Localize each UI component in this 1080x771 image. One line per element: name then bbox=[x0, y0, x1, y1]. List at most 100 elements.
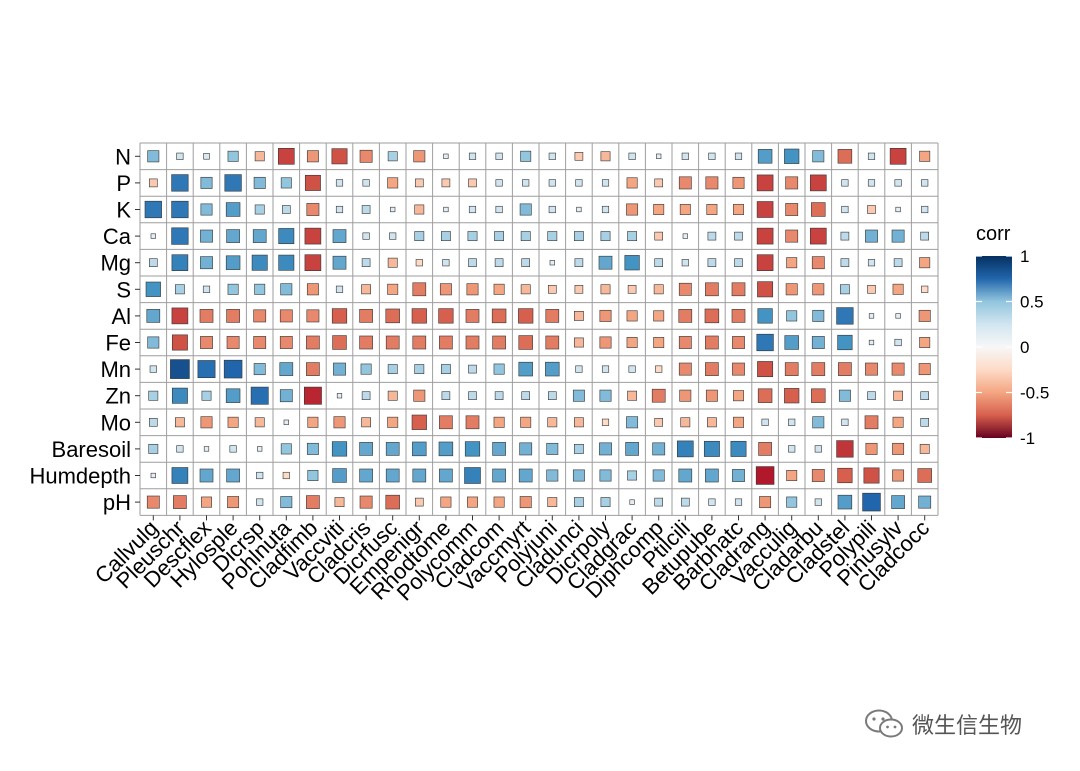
heatmap-cell bbox=[254, 151, 265, 162]
heatmap-cell bbox=[519, 203, 532, 216]
heatmap-cell bbox=[149, 258, 158, 267]
heatmap-cell bbox=[626, 337, 638, 348]
heatmap-cell bbox=[385, 335, 400, 350]
heatmap-cell bbox=[867, 179, 876, 187]
heatmap-cell bbox=[917, 468, 932, 483]
heatmap-cell bbox=[200, 229, 213, 243]
heatmap-cell bbox=[757, 308, 773, 324]
heatmap-cell bbox=[304, 254, 322, 271]
heatmap-cell bbox=[442, 259, 450, 267]
heatmap-cell bbox=[734, 258, 743, 267]
heatmap-cell bbox=[173, 495, 187, 509]
heatmap-cell bbox=[867, 152, 876, 160]
y-tick-label: pH bbox=[103, 490, 131, 515]
heatmap-cell bbox=[520, 416, 532, 428]
heatmap-cell bbox=[413, 389, 426, 402]
heatmap-cell bbox=[412, 441, 427, 457]
heatmap-cell bbox=[493, 496, 505, 508]
heatmap-cell bbox=[280, 177, 292, 189]
heatmap-cell bbox=[785, 283, 798, 296]
heatmap-cell bbox=[681, 259, 689, 267]
heatmap-cell bbox=[678, 336, 692, 349]
heatmap-cell bbox=[811, 256, 825, 270]
heatmap-cell bbox=[573, 310, 584, 321]
heatmap-cell bbox=[171, 334, 188, 351]
heatmap-cell bbox=[624, 255, 640, 271]
heatmap-cell bbox=[654, 497, 663, 507]
heatmap-cell bbox=[521, 258, 530, 267]
heatmap-cell bbox=[443, 206, 449, 213]
heatmap-cell bbox=[387, 390, 398, 401]
heatmap-cell bbox=[203, 446, 210, 452]
heatmap-cell bbox=[655, 365, 663, 373]
heatmap-cell bbox=[705, 335, 719, 350]
heatmap-cell bbox=[491, 308, 507, 324]
heatmap-cell bbox=[784, 362, 799, 376]
heatmap-cell bbox=[598, 255, 613, 270]
heatmap-cell bbox=[892, 469, 905, 482]
heatmap-cell bbox=[387, 151, 398, 162]
heatmap-cell bbox=[678, 176, 692, 190]
heatmap-cell bbox=[335, 285, 344, 293]
heatmap-cell bbox=[681, 497, 690, 507]
heatmap-cell bbox=[732, 362, 745, 376]
heatmap-cell bbox=[653, 337, 665, 348]
heatmap-cell bbox=[227, 416, 239, 428]
heatmap-cell bbox=[893, 390, 904, 401]
heatmap-cell bbox=[171, 467, 189, 484]
heatmap-cell bbox=[548, 205, 556, 214]
heatmap-cell bbox=[387, 416, 399, 428]
heatmap-cell bbox=[573, 443, 584, 454]
heatmap-cell bbox=[229, 445, 237, 453]
heatmap-cell bbox=[360, 363, 372, 375]
legend-tick-label: -1 bbox=[1020, 429, 1035, 448]
heatmap-cell bbox=[678, 282, 692, 296]
heatmap-cell bbox=[919, 443, 930, 454]
heatmap-cell bbox=[335, 179, 344, 187]
heatmap-cell bbox=[756, 174, 774, 192]
heatmap-cell bbox=[548, 285, 557, 294]
heatmap-cell bbox=[921, 179, 929, 187]
heatmap-cell bbox=[654, 258, 663, 267]
heatmap-cell bbox=[576, 206, 582, 213]
heatmap-cell bbox=[199, 309, 214, 323]
heatmap-cell bbox=[465, 415, 480, 430]
heatmap-cell bbox=[279, 362, 294, 376]
heatmap-cell bbox=[225, 202, 241, 217]
heatmap-cell bbox=[519, 496, 532, 509]
heatmap-cell bbox=[811, 388, 826, 403]
heatmap-cell bbox=[306, 203, 320, 216]
heatmap-cell bbox=[304, 174, 321, 191]
heatmap-cell bbox=[306, 150, 319, 163]
heatmap-cell bbox=[146, 495, 160, 509]
heatmap-cell bbox=[707, 258, 717, 267]
heatmap-cell bbox=[226, 468, 240, 483]
heatmap-cell bbox=[705, 389, 718, 402]
heatmap-cell bbox=[520, 150, 532, 162]
heatmap-cell bbox=[708, 498, 716, 506]
heatmap-cell bbox=[307, 470, 319, 481]
heatmap-cell bbox=[518, 361, 533, 377]
heatmap-cell bbox=[891, 495, 905, 509]
y-tick-label: Mg bbox=[100, 251, 131, 276]
heatmap-cell bbox=[548, 152, 556, 160]
heatmap-cell bbox=[443, 153, 449, 159]
heatmap-cell bbox=[918, 363, 931, 376]
heatmap-cell bbox=[868, 313, 875, 319]
heatmap-cell bbox=[254, 283, 266, 295]
color-legend: corr 1 0.5 0 -0.5 -1 bbox=[976, 223, 1049, 448]
heatmap-cell bbox=[734, 498, 743, 506]
heatmap-cell bbox=[251, 254, 268, 271]
heatmap-cell bbox=[625, 442, 639, 456]
heatmap-cell bbox=[518, 468, 533, 483]
heatmap-cell bbox=[171, 254, 189, 271]
heatmap-cell bbox=[839, 284, 850, 295]
heatmap-cell bbox=[520, 231, 531, 242]
heatmap-cell bbox=[359, 309, 373, 323]
heatmap-cell bbox=[199, 468, 214, 483]
heatmap-cell bbox=[786, 470, 798, 481]
heatmap-cell bbox=[306, 495, 320, 509]
heatmap-cell bbox=[920, 391, 929, 400]
heatmap-cell bbox=[440, 231, 451, 242]
heatmap-cell bbox=[385, 442, 400, 456]
